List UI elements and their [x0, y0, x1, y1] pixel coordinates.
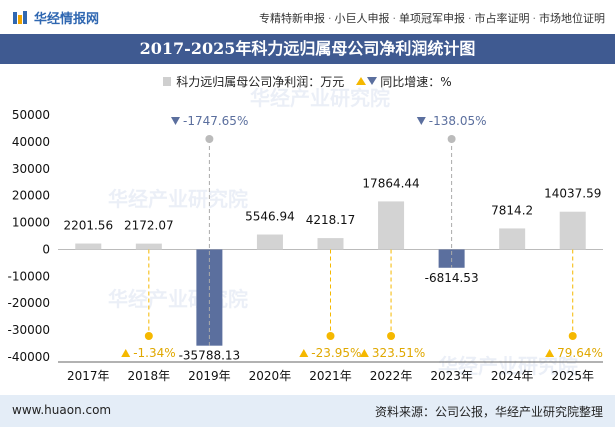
- bar: [135, 243, 162, 250]
- chart-title: 2017-2025年科力远归属母公司净利润统计图: [139, 39, 476, 58]
- triangle-up-icon: [299, 349, 309, 357]
- top-links: 专精特新申报 · 小巨人申报 · 单项冠军申报 · 市占率证明 · 市场地位证明: [259, 10, 605, 26]
- footer: www.huaon.com 资料来源：公司公报，华经产业研究院整理: [0, 395, 615, 427]
- growth-marker: [568, 332, 577, 340]
- triangle-down-icon: [416, 117, 426, 125]
- y-tick-label: 50000: [12, 108, 50, 122]
- triangle-up-icon: [121, 349, 131, 357]
- legend-item-growth: 同比增速：%: [356, 73, 452, 90]
- growth-marker: [205, 135, 214, 143]
- bar-value-label: -6814.53: [425, 271, 479, 285]
- triangle-up-icon: [545, 349, 555, 357]
- brand[interactable]: 华经情报网: [12, 8, 99, 27]
- bar-value-label: 4218.17: [306, 213, 356, 227]
- legend-profit-label: 科力远归属母公司净利润：万元: [176, 74, 345, 89]
- x-tick-label: 2025年: [551, 369, 594, 383]
- top-link-single-champion[interactable]: 单项冠军申报: [399, 12, 465, 25]
- x-tick-label: 2023年: [430, 369, 473, 383]
- growth-marker: [144, 332, 153, 340]
- bar: [256, 234, 283, 250]
- link-separator: ·: [392, 12, 397, 25]
- bar-value-label: 14037.59: [544, 187, 601, 201]
- y-tick-label: -40000: [7, 350, 50, 364]
- bar-value-label: 17864.44: [362, 176, 419, 190]
- bar-value-label: 5546.94: [245, 210, 295, 224]
- bar-value-label: 2201.56: [63, 219, 113, 233]
- bar: [559, 211, 586, 250]
- growth-label: -23.95%: [311, 346, 361, 360]
- growth-label: -138.05%: [429, 114, 487, 128]
- y-tick-label: 20000: [12, 189, 50, 203]
- x-tick-label: 2022年: [370, 369, 413, 383]
- x-tick-label: 2017年: [67, 369, 110, 383]
- top-link-specialized[interactable]: 专精特新申报: [259, 12, 325, 25]
- y-tick-label: -20000: [7, 296, 50, 310]
- bar: [378, 201, 405, 250]
- growth-marker: [387, 332, 396, 340]
- brand-name: 华经情报网: [34, 12, 100, 27]
- bar-value-label: -35788.13: [179, 349, 241, 363]
- x-tick-label: 2018年: [128, 369, 171, 383]
- bar-value-label: 7814.2: [491, 203, 533, 217]
- legend: 科力远归属母公司净利润：万元 同比增速：%: [0, 72, 615, 90]
- growth-label: 323.51%: [372, 346, 425, 360]
- growth-label: -1.34%: [133, 346, 175, 360]
- bar: [499, 228, 526, 250]
- x-tick-label: 2021年: [309, 369, 352, 383]
- brand-logo-icon: [13, 10, 27, 24]
- x-tick-label: 2019年: [188, 369, 231, 383]
- triangle-up-icon: [359, 349, 369, 357]
- triangle-down-icon: [170, 117, 180, 125]
- link-separator: ·: [468, 12, 472, 25]
- legend-growth-label: 同比增速：%: [380, 74, 452, 89]
- footer-source: 资料来源：公司公报，华经产业研究院整理: [374, 405, 603, 419]
- link-separator: ·: [532, 12, 537, 25]
- growth-label: 79.64%: [557, 346, 603, 360]
- growth-label: -1747.65%: [183, 114, 248, 128]
- bar-value-label: 2172.07: [124, 219, 174, 233]
- triangle-down-icon: [367, 77, 378, 85]
- y-tick-label: 40000: [12, 135, 50, 149]
- x-tick-label: 2020年: [249, 369, 292, 383]
- chart-area: 50000 40000 30000 20000 10000 0 -10000 -20000 -3…: [7, 108, 603, 383]
- legend-item-profit: 科力远归属母公司净利润：万元: [163, 73, 344, 90]
- top-link-market-position[interactable]: 市场地位证明: [539, 12, 605, 25]
- y-tick-label: 30000: [12, 162, 50, 176]
- y-tick-label: -30000: [7, 323, 50, 337]
- y-tick-label: 10000: [12, 216, 50, 230]
- footer-website[interactable]: www.huaon.com: [12, 403, 112, 417]
- bar: [75, 243, 102, 250]
- link-separator: ·: [328, 12, 332, 25]
- top-link-market-share[interactable]: 市占率证明: [474, 12, 530, 25]
- x-tick-label: 2024年: [491, 369, 534, 383]
- top-bar: 华经情报网 专精特新申报 · 小巨人申报 · 单项冠军申报 · 市占率证明 · 市场地位证明: [0, 0, 615, 34]
- y-tick-label: 0: [42, 242, 50, 256]
- bar: [317, 238, 344, 250]
- title-bar: 2017-2025年科力远归属母公司净利润统计图: [0, 34, 615, 64]
- y-tick-label: -10000: [7, 269, 50, 283]
- growth-marker: [326, 332, 335, 340]
- top-link-little-giant[interactable]: 小巨人申报: [334, 12, 390, 25]
- legend-bar-swatch: [163, 76, 172, 86]
- triangle-up-icon: [356, 77, 367, 85]
- growth-marker: [447, 135, 456, 143]
